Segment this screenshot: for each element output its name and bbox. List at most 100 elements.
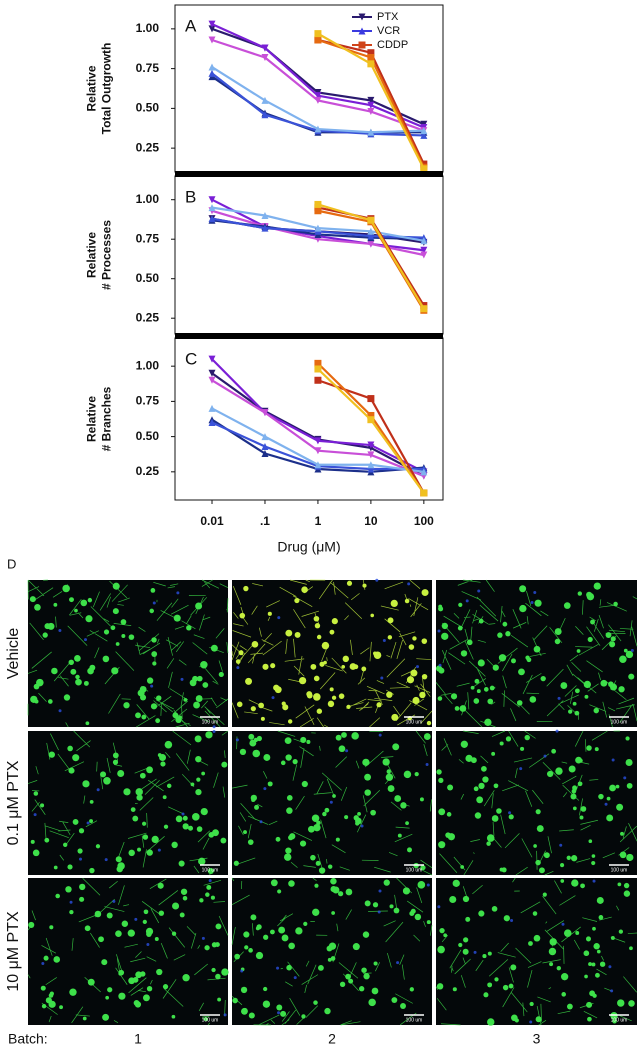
cell-body [238, 650, 244, 656]
cell-body [294, 631, 301, 638]
cell-body [511, 1014, 518, 1022]
micrograph: 100 um [436, 729, 638, 876]
cell-body [69, 909, 74, 915]
nucleus [375, 578, 379, 582]
nucleus [630, 648, 634, 652]
cell-body [282, 704, 289, 711]
nucleus [529, 1020, 533, 1024]
cell-body [591, 962, 596, 967]
cell-body [212, 829, 219, 837]
cell-body [491, 751, 496, 756]
cell-body [494, 977, 499, 982]
nucleus [293, 976, 297, 980]
cell-body [111, 667, 119, 675]
micrograph: 100 um [435, 877, 638, 1026]
cell-body [270, 663, 276, 669]
marker [367, 232, 375, 240]
y-tick-label: 0.50 [136, 101, 160, 115]
cell-body [82, 780, 90, 788]
cell-body [163, 824, 169, 829]
nucleus [58, 709, 62, 713]
nucleus [611, 758, 615, 762]
cell-body [619, 655, 627, 663]
cell-body [574, 688, 580, 694]
nucleus [377, 910, 381, 914]
nucleus [33, 813, 37, 817]
cell-body [29, 596, 36, 603]
cell-body [386, 769, 391, 774]
neurites [27, 877, 229, 1026]
cell-body [560, 863, 565, 868]
scale-bar-label: 100 um [202, 867, 219, 873]
cell-body [156, 968, 163, 976]
cell-body [403, 770, 412, 779]
cell-body [499, 741, 504, 746]
micrograph: 100 um [435, 579, 638, 728]
cell-body [44, 837, 50, 843]
cell-body [178, 860, 185, 867]
micrograph: 100 um [231, 730, 433, 876]
cell-body [175, 815, 183, 823]
cell-body [221, 761, 228, 768]
nucleus [510, 919, 514, 923]
cell-body [43, 955, 49, 961]
cell-body [439, 927, 445, 934]
cell-body [182, 823, 189, 830]
cell-body [586, 1001, 593, 1008]
cell-body [150, 588, 156, 593]
panel-label: D [7, 556, 16, 571]
cell-body [478, 618, 484, 624]
cell-body [351, 732, 359, 740]
cell-body [146, 986, 153, 992]
cell-body [30, 839, 35, 844]
cell-body [387, 785, 395, 792]
cell-body [579, 815, 584, 820]
scale-bar-label: 100 um [611, 719, 628, 725]
cell-body [497, 632, 503, 638]
cell-body [598, 793, 604, 800]
cell-body [420, 864, 426, 871]
cell-body [95, 844, 101, 849]
cell-body [98, 936, 104, 943]
x-tick-label: 10 [364, 514, 378, 528]
cell-body [586, 745, 592, 751]
nucleus [235, 738, 239, 742]
cell-body [188, 825, 194, 831]
cell-body [575, 931, 580, 935]
cell-body [335, 837, 340, 842]
cell-body [324, 1007, 331, 1015]
cell-body [421, 638, 428, 644]
cell-body [301, 586, 308, 593]
marker [367, 240, 375, 248]
cell-body [486, 841, 491, 846]
batch-number: 2 [328, 1031, 336, 1047]
cell-body [502, 984, 509, 991]
micrograph-bg [232, 878, 432, 1025]
nucleus [84, 638, 88, 642]
cell-body [463, 937, 469, 943]
cell-body [331, 618, 338, 625]
cell-body [89, 799, 94, 804]
cell-body [400, 1003, 406, 1009]
cell-body [452, 879, 460, 887]
cell-body [629, 946, 633, 951]
cell-body [34, 604, 41, 611]
cell-body [331, 911, 335, 915]
cell-body [570, 793, 577, 800]
cell-body [478, 782, 485, 790]
cell-body [199, 898, 204, 903]
marker [420, 489, 428, 497]
marker [314, 376, 322, 384]
cell-body [162, 795, 167, 800]
cell-body [195, 695, 203, 703]
cell-body [72, 754, 80, 762]
cell-body [609, 641, 616, 648]
micrograph: 100 um [231, 578, 433, 728]
y-tick-label: 0.75 [136, 394, 160, 408]
cell-body [193, 701, 200, 709]
cell-body [172, 902, 180, 910]
marker [208, 20, 216, 28]
cell-body [321, 641, 330, 650]
cell-body [132, 815, 139, 822]
nucleus [425, 762, 429, 766]
